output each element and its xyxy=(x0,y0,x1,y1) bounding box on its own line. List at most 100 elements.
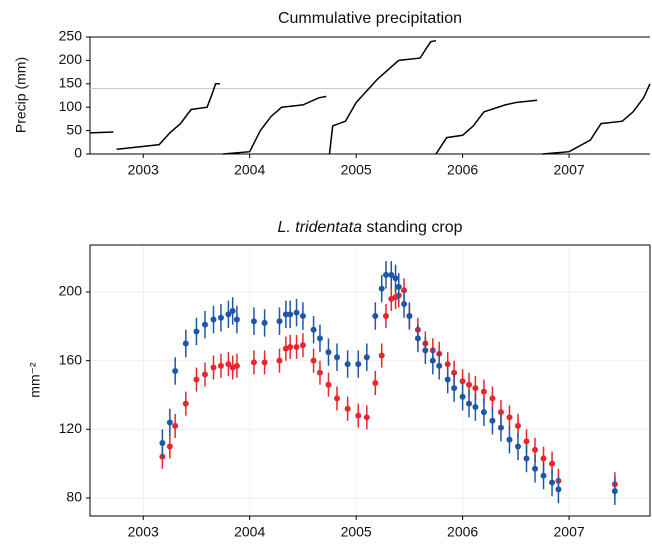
point xyxy=(611,488,618,495)
x-tick-label: 2004 xyxy=(234,162,265,178)
point xyxy=(444,361,451,368)
point xyxy=(201,371,208,378)
point xyxy=(225,361,232,368)
y-tick-label: 120 xyxy=(59,420,83,436)
point xyxy=(293,343,300,350)
point xyxy=(392,275,399,282)
point xyxy=(459,393,466,400)
point xyxy=(333,395,340,402)
point xyxy=(210,364,217,371)
point xyxy=(549,460,556,467)
point xyxy=(555,486,562,493)
point xyxy=(532,465,539,472)
point xyxy=(506,436,513,443)
point xyxy=(497,409,504,416)
y-tick-label: 80 xyxy=(66,489,82,505)
point xyxy=(229,307,236,314)
point xyxy=(459,378,466,385)
point xyxy=(201,321,208,328)
point xyxy=(166,419,173,426)
point xyxy=(466,381,473,388)
point xyxy=(250,318,257,325)
point xyxy=(378,285,385,292)
point xyxy=(310,357,317,364)
point xyxy=(316,335,323,342)
point xyxy=(489,395,496,402)
x-tick-label: 2005 xyxy=(341,524,372,540)
point xyxy=(193,376,200,383)
point xyxy=(261,359,268,366)
point xyxy=(282,311,289,318)
point xyxy=(210,316,217,323)
point xyxy=(523,455,530,462)
point xyxy=(233,316,240,323)
point xyxy=(444,376,451,383)
point xyxy=(182,400,189,407)
point xyxy=(233,362,240,369)
point xyxy=(299,313,306,320)
point xyxy=(325,349,332,356)
y-tick-label: 50 xyxy=(66,121,82,137)
point xyxy=(355,412,362,419)
point xyxy=(540,455,547,462)
x-tick-label: 2006 xyxy=(447,162,478,178)
point xyxy=(523,438,530,445)
point xyxy=(293,309,300,316)
point xyxy=(378,352,385,359)
point xyxy=(325,381,332,388)
point xyxy=(406,313,413,320)
point xyxy=(429,357,436,364)
point xyxy=(414,335,421,342)
point xyxy=(514,443,521,450)
y-tick-label: 160 xyxy=(59,351,83,367)
point xyxy=(532,446,539,453)
point xyxy=(250,359,257,366)
chart-title: L. tridentata standing crop xyxy=(277,219,462,236)
y-tick-label: 150 xyxy=(59,75,83,91)
y-axis-label: mm⁻² xyxy=(27,362,43,398)
point xyxy=(276,318,283,325)
chart-title: Cummulative precipitation xyxy=(278,10,462,27)
x-tick-label: 2005 xyxy=(341,162,372,178)
point xyxy=(472,385,479,392)
point xyxy=(166,443,173,450)
point xyxy=(514,422,521,429)
point xyxy=(436,362,443,369)
x-tick-label: 2004 xyxy=(234,524,265,540)
point xyxy=(489,417,496,424)
point xyxy=(355,361,362,368)
plot-frame xyxy=(89,244,651,517)
y-tick-label: 200 xyxy=(59,283,83,299)
point xyxy=(401,301,408,308)
point xyxy=(225,311,232,318)
point xyxy=(182,340,189,347)
point xyxy=(382,313,389,320)
point xyxy=(287,343,294,350)
point xyxy=(276,357,283,364)
y-tick-label: 250 xyxy=(59,28,83,44)
point xyxy=(497,424,504,431)
point xyxy=(480,409,487,416)
point xyxy=(472,404,479,411)
point xyxy=(451,385,458,392)
point xyxy=(372,379,379,386)
point xyxy=(172,367,179,374)
point xyxy=(344,405,351,412)
y-tick-label: 100 xyxy=(59,98,83,114)
point xyxy=(217,314,224,321)
title-italic: L. tridentata xyxy=(277,219,362,236)
x-tick-label: 2007 xyxy=(554,524,585,540)
point xyxy=(540,472,547,479)
point xyxy=(506,414,513,421)
point xyxy=(480,388,487,395)
point xyxy=(549,479,556,486)
point xyxy=(299,342,306,349)
point xyxy=(363,414,370,421)
x-tick-label: 2007 xyxy=(554,162,585,178)
point xyxy=(310,326,317,333)
x-tick-label: 2003 xyxy=(128,524,159,540)
x-tick-label: 2006 xyxy=(447,524,478,540)
point xyxy=(388,271,395,278)
y-tick-label: 0 xyxy=(74,145,82,161)
